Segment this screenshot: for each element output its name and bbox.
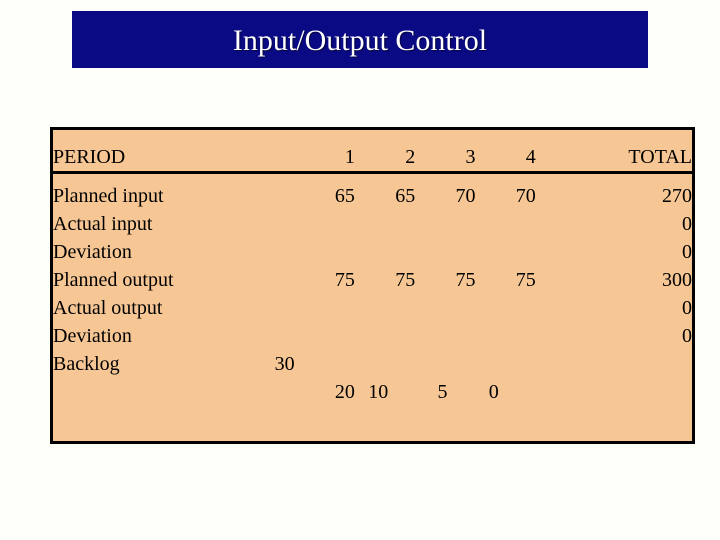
period-cell: 0	[488, 380, 499, 403]
table-row-actual-input: Actual input 0	[52, 207, 694, 235]
table-row-backlog-values: 20 10 5 0	[52, 375, 694, 403]
backlog-cell	[244, 375, 294, 403]
period-cell	[355, 235, 415, 263]
io-control-table: PERIOD 1 2 3 4 TOTAL Planned input 65 65…	[50, 127, 695, 444]
period-cell	[295, 291, 355, 319]
backlog-cell	[244, 235, 294, 263]
slide-title: Input/Output Control	[232, 23, 488, 57]
table-header-row: PERIOD 1 2 3 4 TOTAL	[51, 128, 694, 174]
period-column-label: PERIOD	[51, 128, 245, 174]
table-row-backlog: Backlog 30	[52, 347, 694, 375]
total-cell: 0	[682, 240, 692, 263]
backlog-start-value: 30	[274, 352, 295, 375]
period-cell	[415, 347, 475, 375]
row-label: Planned output	[53, 268, 174, 291]
row-label: Actual output	[53, 296, 163, 319]
period-cell	[475, 235, 535, 263]
period-cell: 70	[455, 184, 476, 207]
period-cell	[415, 207, 475, 235]
period-cell: 65	[334, 184, 355, 207]
row-label: Actual input	[53, 212, 153, 235]
period-cell	[295, 235, 355, 263]
period-cell	[355, 319, 415, 347]
period-cell: 75	[455, 268, 476, 291]
period-cell: 10	[368, 380, 389, 403]
row-label: Planned input	[53, 184, 164, 207]
backlog-cell	[244, 263, 294, 291]
period-2-header: 2	[354, 128, 416, 174]
period-cell: 70	[515, 184, 536, 207]
period-cell: 75	[515, 268, 536, 291]
period-cell	[475, 347, 535, 375]
backlog-cell	[244, 173, 294, 207]
period-cell	[355, 207, 415, 235]
period-cell	[475, 207, 535, 235]
table-row-planned-input: Planned input 65 65 70 70 270	[52, 173, 694, 207]
total-cell: 270	[662, 184, 692, 207]
row-label: Deviation	[53, 240, 132, 263]
period-cell	[295, 319, 355, 347]
period-cell: 65	[395, 184, 416, 207]
total-cell	[536, 375, 694, 403]
period-cell: 75	[334, 268, 355, 291]
row-label: Backlog	[53, 352, 120, 375]
period-cell	[415, 291, 475, 319]
total-cell: 0	[682, 212, 692, 235]
period-cell	[415, 235, 475, 263]
table-row-actual-output: Actual output 0	[52, 291, 694, 319]
table-bottom-spacer	[52, 403, 694, 443]
period-cell: 75	[395, 268, 416, 291]
backlog-column-header	[244, 128, 295, 174]
period-1-header: 1	[294, 128, 355, 174]
period-cell	[415, 319, 475, 347]
row-label: Deviation	[53, 324, 132, 347]
backlog-cell	[244, 207, 294, 235]
total-cell	[536, 347, 694, 375]
period-cell	[355, 347, 415, 375]
backlog-cell	[244, 291, 294, 319]
total-cell: 0	[682, 324, 692, 347]
period-4-header: 4	[475, 128, 536, 174]
table-row-deviation-output: Deviation 0	[52, 319, 694, 347]
period-cell: 5	[437, 380, 448, 403]
period-cell	[475, 291, 535, 319]
period-cell	[295, 347, 355, 375]
total-cell: 300	[662, 268, 692, 291]
total-header: TOTAL	[535, 128, 694, 174]
backlog-cell	[244, 319, 294, 347]
period-cell	[355, 291, 415, 319]
title-banner: Input/Output Control	[72, 11, 648, 68]
period-cell	[295, 207, 355, 235]
total-cell: 0	[682, 296, 692, 319]
table-row-deviation-input: Deviation 0	[52, 235, 694, 263]
table-row-planned-output: Planned output 75 75 75 75 300	[52, 263, 694, 291]
row-label	[52, 375, 245, 403]
period-cell: 20	[334, 380, 355, 403]
period-cell	[475, 319, 535, 347]
period-3-header: 3	[415, 128, 476, 174]
